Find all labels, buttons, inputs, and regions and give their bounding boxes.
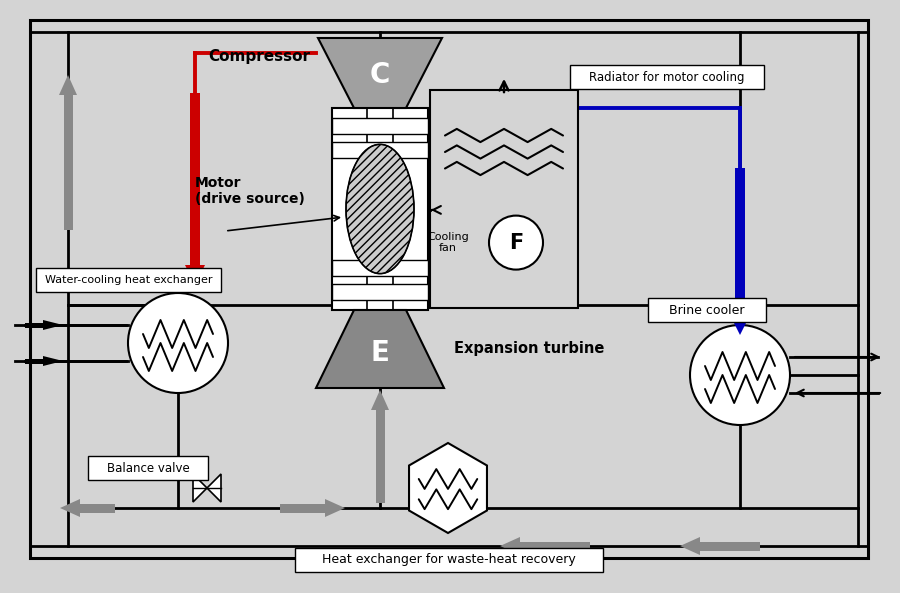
- Bar: [25, 359, 43, 364]
- Bar: [735, 168, 745, 315]
- Bar: [648, 298, 766, 322]
- Circle shape: [489, 216, 543, 270]
- Text: Expansion turbine: Expansion turbine: [454, 342, 605, 356]
- Text: Balance valve: Balance valve: [106, 461, 189, 474]
- Bar: [332, 284, 428, 300]
- Text: Radiator for motor cooling: Radiator for motor cooling: [590, 71, 745, 84]
- Text: F: F: [508, 232, 523, 253]
- Text: Heat exchanger for waste-heat recovery: Heat exchanger for waste-heat recovery: [322, 553, 576, 566]
- Text: Brine cooler: Brine cooler: [670, 304, 745, 317]
- Bar: [190, 93, 200, 265]
- Bar: [80, 503, 115, 512]
- Text: Water-cooling heat exchanger: Water-cooling heat exchanger: [45, 275, 212, 285]
- Polygon shape: [680, 537, 700, 555]
- Bar: [570, 65, 764, 89]
- Bar: [64, 95, 73, 230]
- Bar: [375, 410, 384, 503]
- Polygon shape: [500, 537, 520, 555]
- Polygon shape: [59, 75, 77, 95]
- Polygon shape: [325, 499, 345, 517]
- Polygon shape: [207, 474, 221, 502]
- Bar: [88, 456, 208, 480]
- Bar: [332, 260, 428, 276]
- Polygon shape: [371, 390, 389, 410]
- Polygon shape: [185, 265, 205, 285]
- Circle shape: [128, 293, 228, 393]
- Bar: [332, 142, 428, 158]
- Bar: [700, 541, 760, 550]
- Bar: [367, 103, 393, 315]
- Bar: [430, 90, 578, 308]
- Bar: [332, 118, 428, 134]
- Circle shape: [690, 325, 790, 425]
- Bar: [332, 108, 428, 310]
- Polygon shape: [318, 38, 442, 108]
- Polygon shape: [43, 320, 63, 330]
- Text: Motor
(drive source): Motor (drive source): [195, 176, 305, 206]
- Text: Compressor: Compressor: [208, 49, 310, 63]
- Polygon shape: [730, 315, 750, 335]
- Polygon shape: [409, 443, 487, 533]
- Bar: [25, 323, 43, 327]
- Polygon shape: [193, 474, 207, 502]
- Bar: [295, 548, 603, 572]
- Polygon shape: [60, 499, 80, 517]
- Text: C: C: [370, 61, 391, 89]
- Bar: [280, 503, 325, 512]
- Ellipse shape: [346, 144, 414, 273]
- Polygon shape: [316, 310, 444, 388]
- Text: Cooling
fan: Cooling fan: [428, 232, 469, 253]
- Text: E: E: [371, 339, 390, 367]
- Bar: [36, 268, 221, 292]
- Polygon shape: [43, 356, 63, 366]
- Bar: [520, 541, 590, 550]
